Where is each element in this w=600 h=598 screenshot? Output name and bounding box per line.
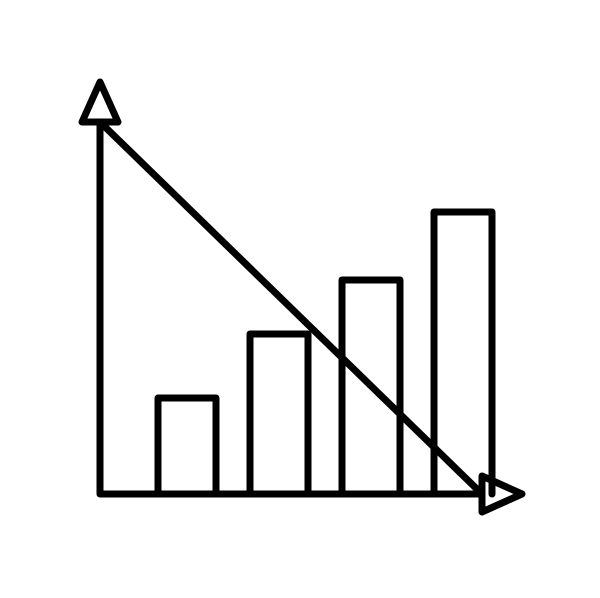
bar-2: [250, 334, 308, 494]
chart-svg: [60, 64, 540, 534]
bar-chart-icon: [60, 64, 540, 534]
bar-1: [158, 398, 216, 494]
axes: [82, 82, 522, 512]
